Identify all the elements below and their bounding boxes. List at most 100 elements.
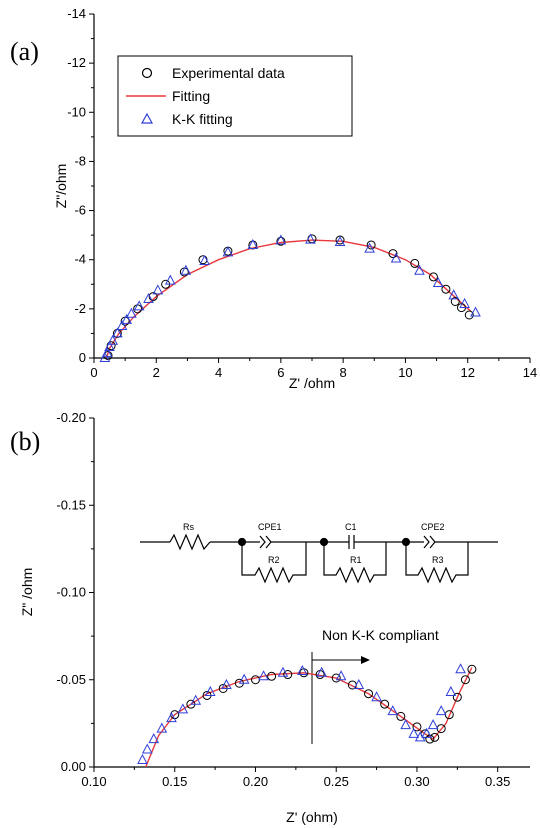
y-tick-label: -2 xyxy=(74,301,86,316)
experimental-data-point xyxy=(467,664,477,674)
kk-fitting-point xyxy=(387,705,399,716)
experimental-data-point xyxy=(331,673,341,683)
y-tick-label: -8 xyxy=(74,153,86,168)
y-tick-label: -10 xyxy=(67,104,86,119)
experimental-data-point xyxy=(464,310,474,320)
fitting-line xyxy=(145,667,473,768)
experimental-data-point xyxy=(441,284,451,294)
x-tick-label: 8 xyxy=(340,365,347,380)
panel-b-label: (b) xyxy=(10,427,40,456)
kk-fitting-point xyxy=(222,246,234,257)
legend-entry-fitting: Fitting xyxy=(172,88,210,104)
kk-fitting-point xyxy=(238,673,250,684)
circuit-label-cpe1: CPE1 xyxy=(258,522,282,532)
kk-fitting-point xyxy=(104,340,115,351)
panel-b-y-axis-label: Z" /ohm xyxy=(19,568,35,617)
x-tick-label: 0 xyxy=(90,365,97,380)
experimental-data-point xyxy=(388,249,398,259)
experimental-data-point xyxy=(428,272,438,282)
y-tick-label: -0.05 xyxy=(56,672,86,687)
experimental-data-point xyxy=(366,240,376,250)
kk-fitting-point xyxy=(143,292,154,304)
kk-fitting-point xyxy=(99,351,111,362)
kk-fitting-point xyxy=(432,276,444,288)
kk-fitting-point xyxy=(258,670,269,681)
panel-a-axes: 0 2 4 6 8 10 12 14 0 -2 -4 -6 -8 -10 -12 -14 xyxy=(67,6,537,380)
circuit-label-r2: R2 xyxy=(268,555,280,565)
kk-fitting-point xyxy=(177,703,189,714)
kk-fitting-point xyxy=(121,313,133,324)
resistor-rs-icon xyxy=(169,533,211,551)
kk-fitting-point xyxy=(126,307,137,318)
experimental-data-point xyxy=(396,711,406,721)
y-tick-label: -0.20 xyxy=(56,410,86,425)
experimental-data-point xyxy=(276,236,286,246)
experimental-data-point xyxy=(452,692,462,702)
kk-fitting-point xyxy=(435,705,447,716)
panel-a-y-axis-label: Z"/ohm xyxy=(53,164,69,209)
kk-fitting-point xyxy=(408,727,420,738)
kk-fitting-point xyxy=(470,306,481,317)
kk-fitting-point xyxy=(199,254,210,265)
x-tick-label: 0.30 xyxy=(404,774,429,789)
kk-fitting-point xyxy=(364,242,375,253)
legend-entry-experimental: Experimental data xyxy=(172,65,285,81)
y-tick-label: -4 xyxy=(74,252,86,267)
kk-fitting-point xyxy=(277,666,289,677)
kk-fitting-point xyxy=(316,666,328,677)
circuit-label-rs: Rs xyxy=(183,522,194,532)
x-tick-label: 0.15 xyxy=(162,774,187,789)
y-tick-label: -12 xyxy=(67,55,86,70)
kk-fitting-point xyxy=(421,727,432,738)
panel-b-series xyxy=(137,663,477,768)
circuit-label-cpe2: CPE2 xyxy=(421,522,445,532)
legend-entry-kk: K-K fitting xyxy=(172,111,233,127)
cpe2-element-icon xyxy=(429,535,436,549)
kk-fitting-point xyxy=(152,284,164,295)
panel-b-axes: 0.10 0.15 0.20 0.25 0.30 0.35 0.00 -0.05 -0.10 -0… xyxy=(56,410,530,789)
kk-fitting-point xyxy=(116,319,128,331)
panel-b-chart: (b) 0.10 0.15 0.20 0.25 0.30 0.35 0.00 -0.05 -0.… xyxy=(10,410,530,825)
experimental-data-point xyxy=(412,722,422,732)
fitting-line xyxy=(105,239,472,359)
annotation-arrowhead-icon xyxy=(361,656,370,664)
annotation-text: Non K-K compliant xyxy=(322,627,439,643)
legend-circle-marker-icon xyxy=(141,67,153,79)
x-tick-label: 12 xyxy=(460,365,474,380)
resistor-r1-icon xyxy=(323,542,387,584)
x-tick-label: 2 xyxy=(153,365,160,380)
experimental-data-point xyxy=(380,699,390,709)
panel-a-x-axis-label: Z' /ohm xyxy=(289,375,335,391)
legend-triangle-marker-icon xyxy=(140,112,154,124)
kk-fitting-point xyxy=(180,264,192,275)
experimental-data-point xyxy=(267,671,277,681)
cpe1-element-icon xyxy=(259,535,266,549)
kk-fitting-point xyxy=(448,289,460,300)
panel-a-legend: Experimental data Fitting K-K fitting xyxy=(117,55,353,137)
kk-fitting-point xyxy=(247,238,259,249)
kk-fitting-point xyxy=(221,678,232,689)
kk-fitting-point xyxy=(400,719,411,730)
kk-fitting-point xyxy=(414,731,426,742)
kk-fitting-point xyxy=(112,327,123,338)
panel-a-label: (a) xyxy=(10,37,39,66)
kk-fitting-point xyxy=(204,685,216,696)
circuit-labels: Rs CPE1 R2 C1 R1 CPE2 R3 xyxy=(183,522,445,565)
y-tick-label: 0 xyxy=(79,350,86,365)
kk-fitting-point xyxy=(334,235,346,247)
kk-fitting-point xyxy=(353,678,365,689)
kk-fitting-point xyxy=(296,664,308,676)
cpe2-element-icon xyxy=(423,535,430,549)
kk-fitting-point xyxy=(390,252,402,263)
x-tick-label: 0.10 xyxy=(81,774,106,789)
y-tick-label: 0.00 xyxy=(61,759,86,774)
panel-a-series xyxy=(99,233,481,362)
kk-fitting-point xyxy=(190,694,202,705)
kk-fitting-point xyxy=(427,719,439,730)
non-kk-annotation: Non K-K compliant xyxy=(311,627,439,744)
kk-fitting-point xyxy=(371,691,382,702)
x-tick-label: 6 xyxy=(277,365,284,380)
experimental-data-point xyxy=(364,689,374,699)
kk-fitting-point xyxy=(166,712,177,723)
